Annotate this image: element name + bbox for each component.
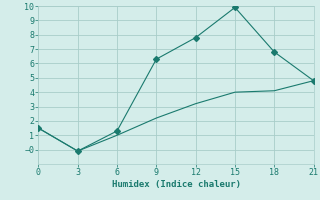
- X-axis label: Humidex (Indice chaleur): Humidex (Indice chaleur): [111, 180, 241, 189]
